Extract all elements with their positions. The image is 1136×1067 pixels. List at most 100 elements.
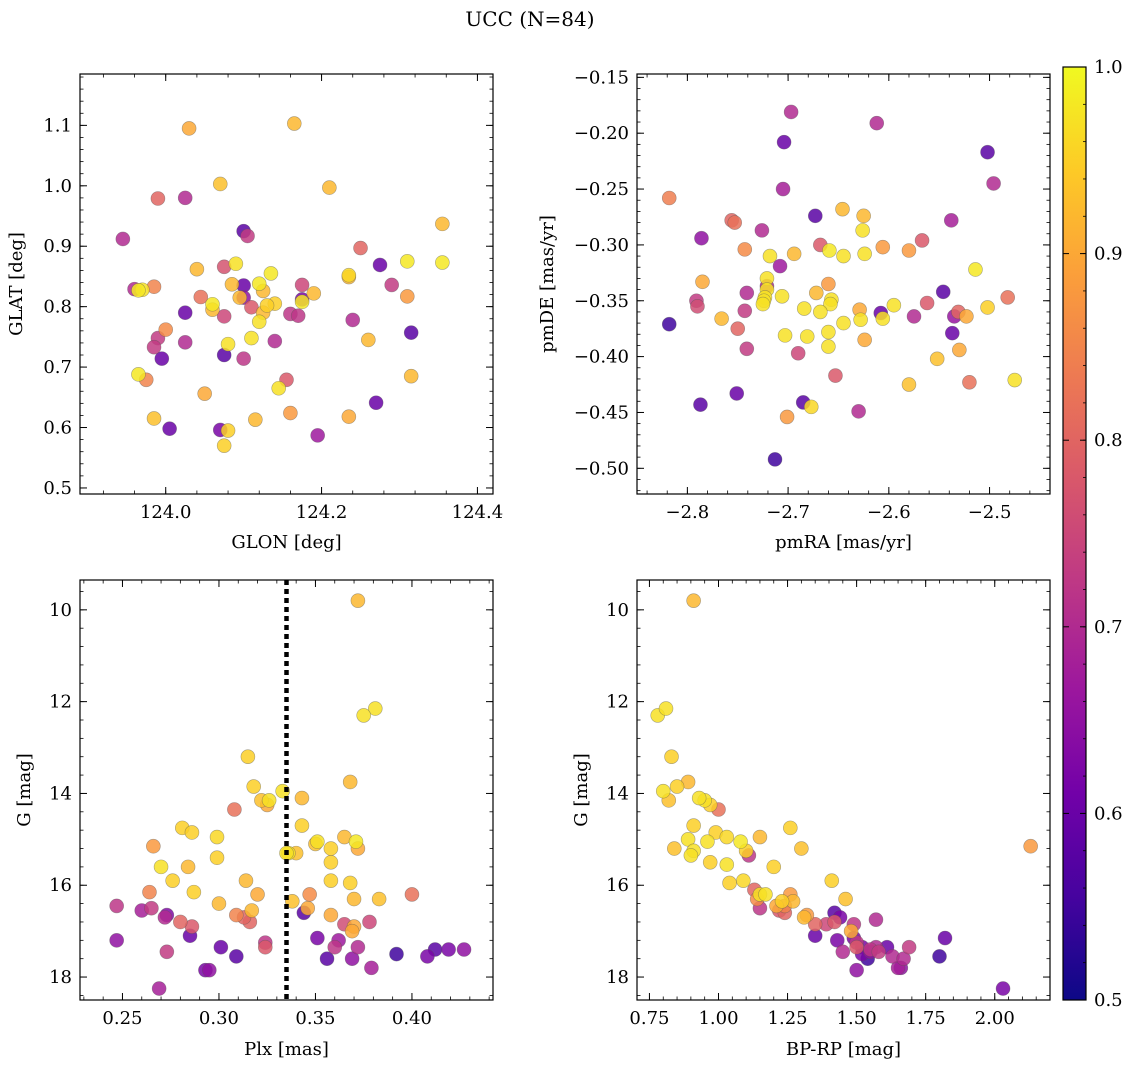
scatter-point <box>220 423 236 438</box>
y-tick-label: 0.5 <box>43 478 72 499</box>
y-tick-label: 14 <box>49 783 72 804</box>
scatter-point <box>1000 290 1015 305</box>
scatter-point <box>686 818 701 833</box>
scatter-point <box>205 296 220 312</box>
scatter-point <box>146 838 161 854</box>
scatter-point <box>944 325 960 341</box>
x-tick-label: 0.25 <box>102 1008 142 1029</box>
y-tick-label: 0.8 <box>43 297 72 318</box>
scatter-point <box>807 916 823 932</box>
scatter-point <box>146 339 162 355</box>
scatter-point <box>227 802 242 817</box>
scatter-point <box>695 274 710 290</box>
scatter-point <box>300 900 316 916</box>
scatter-point <box>937 930 953 946</box>
scatter-point <box>714 311 729 326</box>
scatter-point <box>154 351 170 366</box>
scatter-point <box>919 295 935 311</box>
y-tick-label: 16 <box>49 875 72 896</box>
scatter-point <box>345 312 361 328</box>
scatter-point <box>776 134 792 150</box>
scatter-point <box>216 438 232 453</box>
scatter-point <box>849 962 864 978</box>
scatter-point <box>310 930 325 946</box>
scatter-point <box>263 266 279 281</box>
scatter-point <box>403 368 419 384</box>
scatter-point <box>914 233 930 248</box>
axes-frame <box>636 579 1051 1001</box>
panel-2: −2.8 −2.7 −2.6 −2.5 −0.50 −0.45 −0.40 −0.35 −0.3… <box>537 67 1051 553</box>
scatter-point <box>294 277 310 293</box>
scatter-point <box>857 332 872 348</box>
figure-title: UCC (N=84) <box>465 7 594 31</box>
y-tick-label: −0.45 <box>574 402 629 423</box>
x-tick-label: 124.4 <box>452 502 504 523</box>
scatter-point <box>202 962 217 978</box>
scatter-point <box>131 367 146 382</box>
scatter-point <box>244 903 260 918</box>
colorbar-tick-label: 0.9 <box>1094 244 1123 265</box>
scatter-point <box>661 190 677 206</box>
axes-frame <box>636 73 1051 495</box>
y-tick-label: 10 <box>606 600 629 621</box>
y-tick-label: −0.25 <box>574 179 629 200</box>
scatter-point <box>766 859 782 875</box>
y-tick-label: 0.7 <box>43 357 72 378</box>
scatter-point <box>213 939 229 955</box>
scatter-point <box>775 181 791 197</box>
scatter-point <box>686 593 701 608</box>
scatter-point <box>739 341 755 357</box>
scatter-point <box>959 309 974 324</box>
scatter-point <box>869 115 885 131</box>
scatter-point <box>868 912 884 927</box>
scatter-point <box>901 243 917 258</box>
scatter-point <box>796 910 812 925</box>
scatter-point <box>177 190 193 206</box>
scatter-point <box>661 316 677 332</box>
scatter-point <box>719 829 735 845</box>
panel-3: 0.25 0.30 0.35 0.40 10 12 14 16 18 Plx [mas] G [ma… <box>14 579 494 1060</box>
scatter-point <box>786 246 802 262</box>
x-tick-label: −2.7 <box>766 502 810 523</box>
scatter-point <box>727 215 743 230</box>
scatter-point <box>821 324 836 340</box>
scatter-point <box>220 336 236 352</box>
y-tick-label: −0.30 <box>574 235 629 256</box>
scatter-point <box>209 829 225 845</box>
scatter-point <box>722 875 737 891</box>
scatter-point <box>836 315 851 331</box>
scatter-point <box>228 256 244 272</box>
scatter-point <box>251 276 267 291</box>
y-axis-label: pmDE [mas/yr] <box>537 215 558 353</box>
scatter-point <box>229 949 244 964</box>
scatter-point <box>323 854 339 870</box>
x-tick-label: 1.25 <box>768 1008 808 1029</box>
scatter-point <box>371 891 387 907</box>
x-tick-label: 1.00 <box>698 1008 738 1029</box>
scatter-point <box>350 593 366 608</box>
scatter-points <box>661 104 1023 467</box>
scatter-point <box>271 380 287 396</box>
scatter-point <box>372 257 388 273</box>
scatter-point <box>906 309 922 324</box>
scatter-point <box>323 841 339 856</box>
scatter-point <box>777 328 793 343</box>
scatter-point <box>236 351 251 366</box>
scatter-point <box>184 825 200 840</box>
scatter-point <box>150 191 166 206</box>
x-tick-label: 0.40 <box>392 1008 432 1029</box>
colorbar-tick-label: 0.8 <box>1094 430 1123 451</box>
scatter-point <box>177 305 193 321</box>
scatter-point <box>144 900 159 916</box>
scatter-point <box>986 176 1001 191</box>
colorbar-gradient <box>1062 66 1087 1001</box>
x-tick-label: −2.6 <box>867 502 911 523</box>
scatter-point <box>857 246 872 262</box>
scatter-point <box>836 248 851 264</box>
scatter-point <box>389 946 404 962</box>
scatter-point <box>173 914 188 930</box>
scatter-points <box>650 593 1038 996</box>
scatter-point <box>131 283 146 298</box>
scatter-point <box>962 374 977 390</box>
scatter-point <box>212 176 228 192</box>
